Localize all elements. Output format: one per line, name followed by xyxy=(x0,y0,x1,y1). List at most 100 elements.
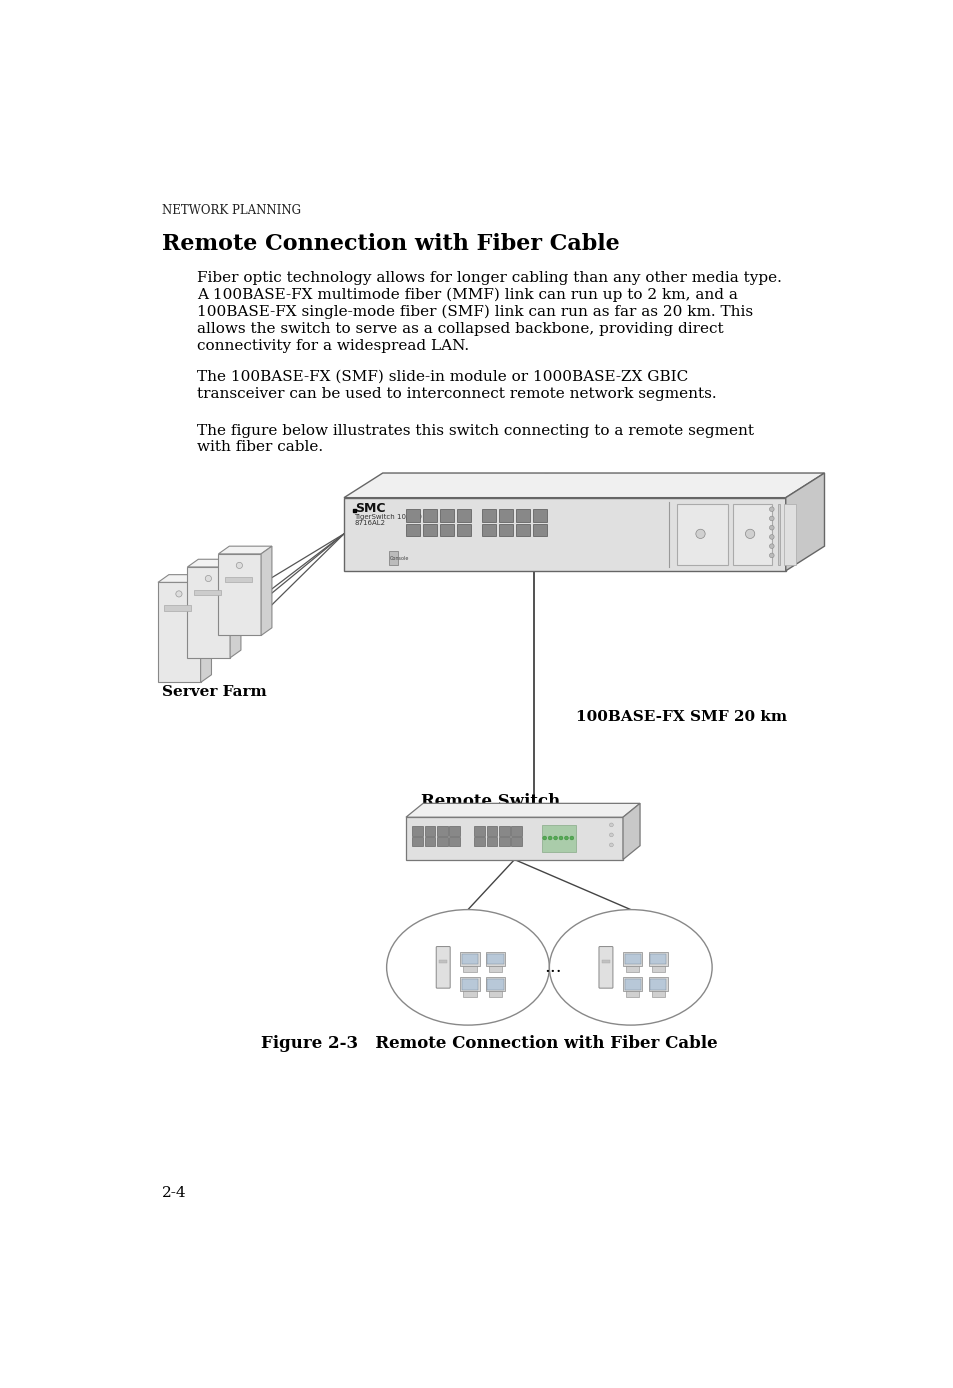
FancyBboxPatch shape xyxy=(456,523,471,536)
Polygon shape xyxy=(344,473,823,498)
FancyBboxPatch shape xyxy=(463,991,476,998)
Circle shape xyxy=(695,529,704,539)
FancyBboxPatch shape xyxy=(412,826,422,836)
FancyBboxPatch shape xyxy=(436,826,447,836)
FancyBboxPatch shape xyxy=(389,551,397,565)
FancyBboxPatch shape xyxy=(511,826,521,836)
Text: 100BASE-FX single-mode fiber (SMF) link can run as far as 20 km. This: 100BASE-FX single-mode fiber (SMF) link … xyxy=(196,304,752,319)
Polygon shape xyxy=(785,473,823,570)
FancyBboxPatch shape xyxy=(164,605,192,611)
FancyBboxPatch shape xyxy=(511,837,521,847)
Text: TigerSwitch 10/100: TigerSwitch 10/100 xyxy=(354,514,421,520)
FancyBboxPatch shape xyxy=(474,826,484,836)
FancyBboxPatch shape xyxy=(486,826,497,836)
Ellipse shape xyxy=(549,909,711,1026)
Circle shape xyxy=(744,529,754,539)
Polygon shape xyxy=(622,804,639,859)
Polygon shape xyxy=(218,545,272,554)
Text: 2-4: 2-4 xyxy=(162,1185,186,1199)
FancyBboxPatch shape xyxy=(406,509,419,522)
Polygon shape xyxy=(230,559,241,658)
FancyBboxPatch shape xyxy=(486,837,497,847)
FancyBboxPatch shape xyxy=(651,991,664,998)
Circle shape xyxy=(205,576,212,582)
FancyBboxPatch shape xyxy=(424,837,435,847)
FancyBboxPatch shape xyxy=(625,966,639,972)
FancyBboxPatch shape xyxy=(485,952,505,966)
Text: with fiber cable.: with fiber cable. xyxy=(196,440,322,454)
Circle shape xyxy=(769,516,773,520)
Circle shape xyxy=(609,843,613,847)
FancyBboxPatch shape xyxy=(436,947,450,988)
FancyBboxPatch shape xyxy=(488,991,501,998)
FancyBboxPatch shape xyxy=(436,837,447,847)
FancyBboxPatch shape xyxy=(449,837,459,847)
FancyBboxPatch shape xyxy=(406,523,419,536)
Polygon shape xyxy=(344,498,785,570)
Circle shape xyxy=(769,544,773,548)
FancyBboxPatch shape xyxy=(648,977,667,991)
FancyBboxPatch shape xyxy=(622,952,641,966)
Text: Figure 2-3   Remote Connection with Fiber Cable: Figure 2-3 Remote Connection with Fiber … xyxy=(260,1035,717,1052)
Text: Remote Connection with Fiber Cable: Remote Connection with Fiber Cable xyxy=(162,233,619,255)
Text: connectivity for a widespread LAN.: connectivity for a widespread LAN. xyxy=(196,339,468,353)
Text: 100BASE-FX SMF 20 km: 100BASE-FX SMF 20 km xyxy=(576,709,787,725)
FancyBboxPatch shape xyxy=(488,966,501,972)
FancyBboxPatch shape xyxy=(651,966,664,972)
FancyBboxPatch shape xyxy=(677,504,727,565)
Circle shape xyxy=(542,836,546,840)
FancyBboxPatch shape xyxy=(533,509,546,522)
Polygon shape xyxy=(187,566,230,658)
Ellipse shape xyxy=(386,909,549,1026)
Polygon shape xyxy=(406,804,639,818)
FancyBboxPatch shape xyxy=(461,979,477,990)
Polygon shape xyxy=(158,575,212,583)
Text: Headquarters: Headquarters xyxy=(502,473,626,490)
FancyBboxPatch shape xyxy=(541,824,576,852)
FancyBboxPatch shape xyxy=(463,966,476,972)
FancyBboxPatch shape xyxy=(422,523,436,536)
Circle shape xyxy=(769,507,773,512)
FancyBboxPatch shape xyxy=(601,959,609,963)
FancyBboxPatch shape xyxy=(474,837,484,847)
FancyBboxPatch shape xyxy=(487,954,503,965)
Circle shape xyxy=(769,534,773,540)
Text: allows the switch to serve as a collapsed backbone, providing direct: allows the switch to serve as a collapse… xyxy=(196,322,722,336)
Text: Console: Console xyxy=(390,557,409,561)
Circle shape xyxy=(569,836,573,840)
Polygon shape xyxy=(261,545,272,636)
FancyBboxPatch shape xyxy=(487,979,503,990)
FancyBboxPatch shape xyxy=(422,509,436,522)
FancyBboxPatch shape xyxy=(459,952,479,966)
FancyBboxPatch shape xyxy=(533,523,546,536)
Circle shape xyxy=(769,526,773,530)
FancyBboxPatch shape xyxy=(498,509,513,522)
FancyBboxPatch shape xyxy=(485,977,505,991)
Text: Fiber optic technology allows for longer cabling than any other media type.: Fiber optic technology allows for longer… xyxy=(196,271,781,285)
FancyBboxPatch shape xyxy=(624,979,640,990)
FancyBboxPatch shape xyxy=(498,523,513,536)
FancyBboxPatch shape xyxy=(439,509,454,522)
FancyBboxPatch shape xyxy=(783,504,795,565)
Text: SMC: SMC xyxy=(355,501,386,515)
FancyBboxPatch shape xyxy=(516,509,530,522)
FancyBboxPatch shape xyxy=(481,523,496,536)
Text: The 100BASE-FX (SMF) slide-in module or 1000BASE-ZX GBIC: The 100BASE-FX (SMF) slide-in module or … xyxy=(196,369,687,383)
FancyBboxPatch shape xyxy=(648,952,667,966)
FancyBboxPatch shape xyxy=(353,509,355,512)
Text: The figure below illustrates this switch connecting to a remote segment: The figure below illustrates this switch… xyxy=(196,423,753,437)
FancyBboxPatch shape xyxy=(649,979,666,990)
Text: Server Farm: Server Farm xyxy=(162,686,266,700)
Text: 8716AL2: 8716AL2 xyxy=(354,520,385,526)
Circle shape xyxy=(609,823,613,827)
Polygon shape xyxy=(187,559,241,566)
FancyBboxPatch shape xyxy=(622,977,641,991)
FancyBboxPatch shape xyxy=(424,826,435,836)
FancyBboxPatch shape xyxy=(224,577,252,583)
FancyBboxPatch shape xyxy=(778,504,780,565)
FancyBboxPatch shape xyxy=(732,504,771,565)
Polygon shape xyxy=(218,554,261,636)
Polygon shape xyxy=(200,575,212,683)
FancyBboxPatch shape xyxy=(439,959,447,963)
Text: NETWORK PLANNING: NETWORK PLANNING xyxy=(162,204,300,218)
